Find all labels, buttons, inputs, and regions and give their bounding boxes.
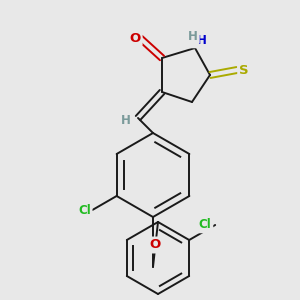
Text: Cl: Cl (199, 218, 211, 232)
Text: NH: NH (188, 34, 208, 46)
Text: H: H (121, 113, 131, 127)
Text: O: O (149, 238, 161, 251)
Text: Cl: Cl (78, 203, 91, 217)
Text: H: H (188, 29, 198, 43)
Text: O: O (129, 32, 141, 44)
Text: S: S (239, 64, 249, 76)
